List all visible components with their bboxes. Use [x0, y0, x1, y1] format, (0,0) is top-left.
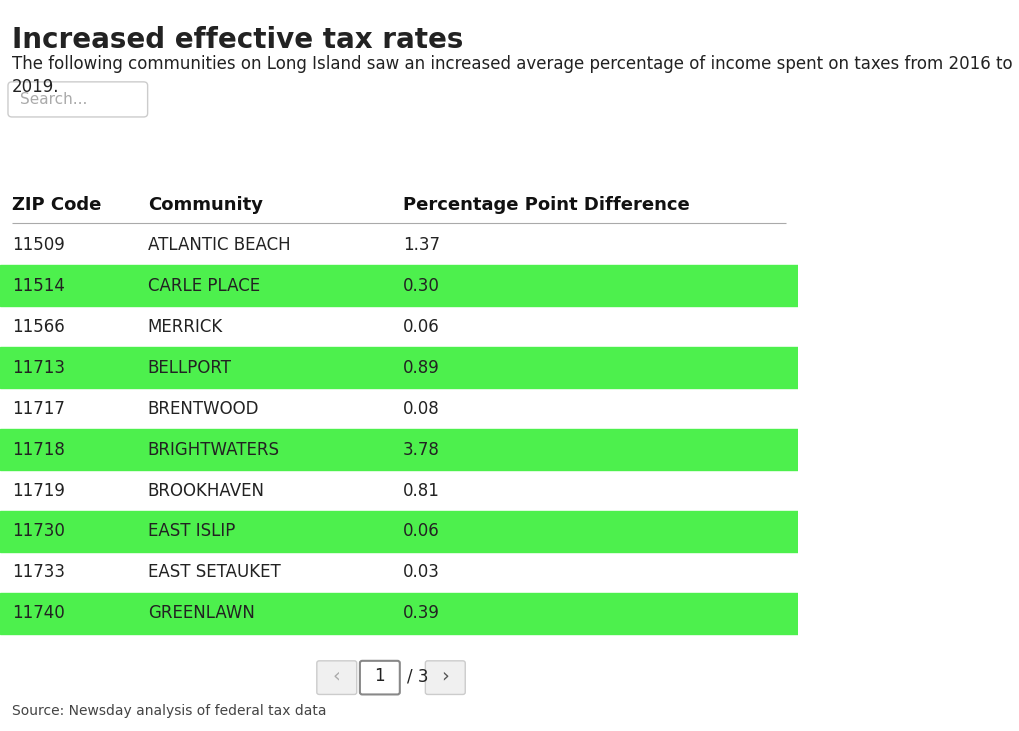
Text: BELLPORT: BELLPORT	[148, 359, 231, 376]
Text: BRIGHTWATERS: BRIGHTWATERS	[148, 441, 279, 458]
Text: 11717: 11717	[12, 400, 65, 417]
Text: 0.39: 0.39	[403, 605, 439, 622]
FancyBboxPatch shape	[317, 661, 357, 694]
Text: 11514: 11514	[12, 277, 65, 295]
Text: 11509: 11509	[12, 236, 64, 254]
Text: 11566: 11566	[12, 318, 64, 336]
Text: 0.08: 0.08	[403, 400, 439, 417]
Text: BROOKHAVEN: BROOKHAVEN	[148, 482, 264, 499]
Bar	[0, 429, 797, 470]
Text: ›: ›	[441, 667, 448, 686]
Text: 1: 1	[374, 667, 385, 685]
Text: Increased effective tax rates: Increased effective tax rates	[12, 26, 463, 53]
Text: 3.78: 3.78	[403, 441, 439, 458]
Bar	[0, 593, 797, 634]
Bar	[0, 265, 797, 306]
FancyBboxPatch shape	[360, 661, 399, 694]
FancyBboxPatch shape	[425, 661, 465, 694]
Text: 11740: 11740	[12, 605, 64, 622]
Text: MERRICK: MERRICK	[148, 318, 223, 336]
Text: 0.03: 0.03	[403, 564, 439, 581]
Text: 11713: 11713	[12, 359, 65, 376]
Text: 0.89: 0.89	[403, 359, 439, 376]
Text: / 3: / 3	[407, 667, 428, 685]
Bar	[0, 511, 797, 552]
Bar	[0, 347, 797, 388]
Text: 1.37: 1.37	[403, 236, 439, 254]
Text: 11733: 11733	[12, 564, 65, 581]
Text: GREENLAWN: GREENLAWN	[148, 605, 255, 622]
Text: Search...: Search...	[20, 92, 88, 107]
Text: 0.30: 0.30	[403, 277, 439, 295]
Text: EAST SETAUKET: EAST SETAUKET	[148, 564, 280, 581]
Text: 0.81: 0.81	[403, 482, 439, 499]
FancyBboxPatch shape	[8, 82, 148, 117]
Text: 0.06: 0.06	[403, 523, 439, 540]
Text: ‹: ‹	[332, 667, 340, 686]
Text: 11718: 11718	[12, 441, 65, 458]
Text: Source: Newsday analysis of federal tax data: Source: Newsday analysis of federal tax …	[12, 704, 326, 718]
Text: 0.06: 0.06	[403, 318, 439, 336]
Text: BRENTWOOD: BRENTWOOD	[148, 400, 259, 417]
Text: Percentage Point Difference: Percentage Point Difference	[403, 196, 689, 213]
Text: ATLANTIC BEACH: ATLANTIC BEACH	[148, 236, 290, 254]
Text: 11719: 11719	[12, 482, 65, 499]
Text: ZIP Code: ZIP Code	[12, 196, 101, 213]
Text: CARLE PLACE: CARLE PLACE	[148, 277, 260, 295]
Text: The following communities on Long Island saw an increased average percentage of : The following communities on Long Island…	[12, 55, 1012, 96]
Text: 11730: 11730	[12, 523, 65, 540]
Text: Community: Community	[148, 196, 262, 213]
Text: EAST ISLIP: EAST ISLIP	[148, 523, 234, 540]
